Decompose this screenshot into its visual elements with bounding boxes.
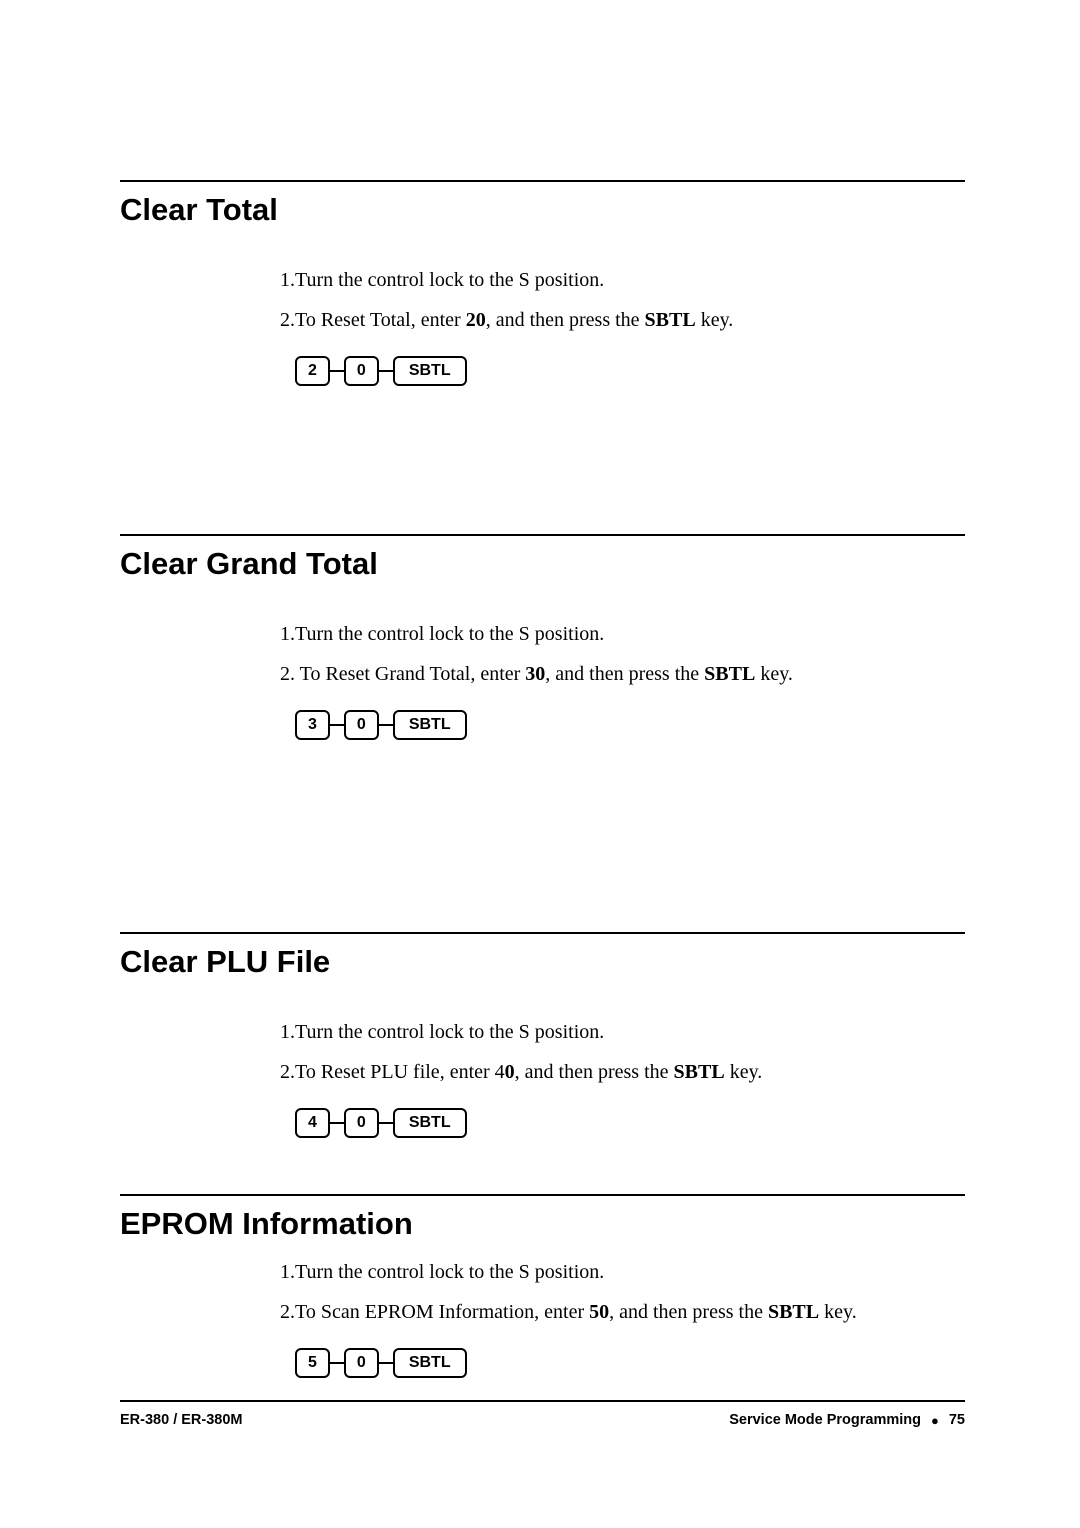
key-0: 0 [344,1108,379,1138]
section-clear-grand-total: Clear Grand Total 1.Turn the control loc… [120,534,965,876]
key-3: 3 [295,710,330,740]
key-connector [379,724,393,726]
step-2: 2.To Reset Total, enter 20, and then pre… [280,302,965,338]
key-sequence: 5 0 SBTL [295,1348,965,1378]
key-sbtl: SBTL [393,1348,467,1378]
step-1: 1.Turn the control lock to the S positio… [280,262,965,298]
section-gap [120,780,965,876]
key-0: 0 [344,356,379,386]
section-rule [120,534,965,536]
footer-page-number: 75 [949,1412,965,1428]
step-2-code: 50 [589,1301,609,1323]
key-sequence: 4 0 SBTL [295,1108,965,1138]
key-5: 5 [295,1348,330,1378]
section-steps: 1.Turn the control lock to the S positio… [280,1014,965,1090]
key-4: 4 [295,1108,330,1138]
step-2-keyname: SBTL [768,1301,819,1323]
step-2-mid: , and then press the [486,309,645,331]
key-sequence: 3 0 SBTL [295,710,965,740]
section-eprom-information: EPROM Information 1.Turn the control loc… [120,1194,965,1378]
step-1: 1.Turn the control lock to the S positio… [280,1254,965,1290]
step-2-keyname: SBTL [645,309,696,331]
footer-rule [120,1400,965,1402]
footer-left: ER-380 / ER-380M [120,1412,243,1428]
key-connector [379,1122,393,1124]
key-connector [330,1362,344,1364]
footer-row: ER-380 / ER-380M Service Mode Programmin… [120,1412,965,1428]
step-2-mid: , and then press the [545,663,704,685]
step-2-mid: , and then press the [609,1301,768,1323]
section-title: Clear PLU File [120,944,965,980]
section-steps: 1.Turn the control lock to the S positio… [280,616,965,692]
page: Clear Total 1.Turn the control lock to t… [0,0,1080,1528]
key-0: 0 [344,1348,379,1378]
key-connector [330,724,344,726]
section-title: EPROM Information [120,1206,965,1242]
step-2-pre: 2. To Reset Grand Total, enter [280,663,525,685]
step-2-pre: 2.To Reset Total, enter [280,309,466,331]
section-rule [120,1194,965,1196]
step-2-mid: , and then press the [515,1061,674,1083]
key-connector [379,370,393,372]
section-steps: 1.Turn the control lock to the S positio… [280,1254,965,1330]
key-connector [330,1122,344,1124]
step-2: 2.To Scan EPROM Information, enter 50, a… [280,1294,965,1330]
key-0: 0 [344,710,379,740]
section-title: Clear Total [120,192,965,228]
step-2-code: 0 [505,1061,515,1083]
section-gap [120,426,965,478]
key-connector [379,1362,393,1364]
step-2-post: key. [725,1061,763,1083]
section-clear-total: Clear Total 1.Turn the control lock to t… [120,180,965,478]
key-sbtl: SBTL [393,1108,467,1138]
step-2-keyname: SBTL [704,663,755,685]
section-rule [120,932,965,934]
step-1: 1.Turn the control lock to the S positio… [280,616,965,652]
step-2-code: 20 [466,309,486,331]
step-2-post: key. [755,663,793,685]
key-2: 2 [295,356,330,386]
step-2: 2. To Reset Grand Total, enter 30, and t… [280,656,965,692]
step-2-code: 30 [525,663,545,685]
step-2: 2.To Reset PLU file, enter 40, and then … [280,1054,965,1090]
section-clear-plu-file: Clear PLU File 1.Turn the control lock t… [120,932,965,1138]
section-steps: 1.Turn the control lock to the S positio… [280,262,965,338]
footer-section-label: Service Mode Programming [729,1412,921,1428]
key-sbtl: SBTL [393,710,467,740]
step-2-pre: 2.To Reset PLU file, enter 4 [280,1061,505,1083]
step-2-post: key. [819,1301,857,1323]
footer-right: Service Mode Programming ● 75 [729,1412,965,1428]
key-connector [330,370,344,372]
key-sequence: 2 0 SBTL [295,356,965,386]
step-2-keyname: SBTL [674,1061,725,1083]
page-footer: ER-380 / ER-380M Service Mode Programmin… [120,1400,965,1428]
section-title: Clear Grand Total [120,546,965,582]
section-rule [120,180,965,182]
footer-bullet-icon: ● [931,1413,939,1428]
step-1: 1.Turn the control lock to the S positio… [280,1014,965,1050]
step-2-post: key. [696,309,734,331]
step-2-pre: 2.To Scan EPROM Information, enter [280,1301,589,1323]
key-sbtl: SBTL [393,356,467,386]
